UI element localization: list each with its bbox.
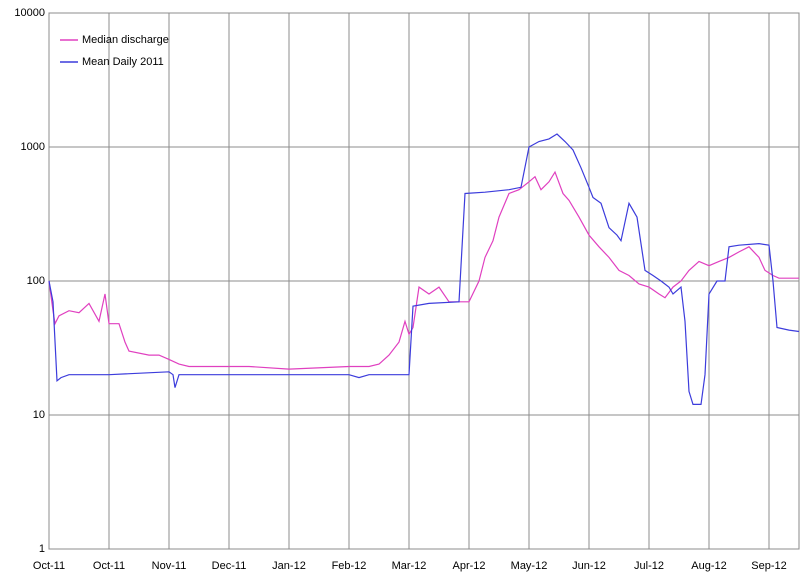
x-tick-label: Apr-12 (452, 560, 485, 572)
x-tick-label: Mar-12 (392, 560, 427, 572)
x-tick-label: Nov-11 (152, 560, 187, 572)
x-tick-label: Oct-11 (93, 560, 125, 572)
x-tick-label: Sep-12 (751, 560, 786, 572)
y-tick-label: 100 (27, 275, 45, 287)
legend-label: Median discharge (82, 34, 169, 46)
x-tick-label: Jun-12 (572, 560, 606, 572)
series-line (48, 133, 800, 405)
y-tick-label: 10 (33, 409, 45, 421)
x-tick-label: Oct-11 (33, 560, 65, 572)
x-tick-label: Feb-12 (332, 560, 367, 572)
y-tick-label: 1000 (21, 141, 45, 153)
series-line (48, 170, 799, 370)
x-tick-label: Dec-11 (212, 560, 247, 572)
y-tick-label: 1 (39, 543, 45, 555)
x-tick-label: Jan-12 (272, 560, 306, 572)
legend-label: Mean Daily 2011 (82, 56, 164, 68)
x-tick-label: May-12 (511, 560, 548, 572)
y-tick-label: 10000 (14, 7, 45, 19)
x-tick-label: Aug-12 (691, 560, 726, 572)
x-tick-label: Jul-12 (634, 560, 664, 572)
